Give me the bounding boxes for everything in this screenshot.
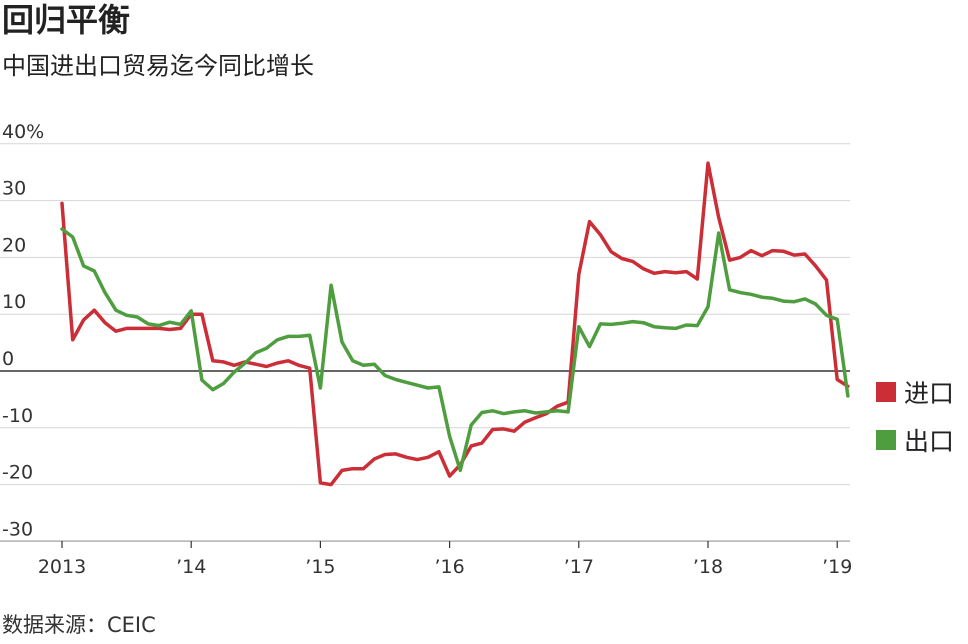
x-axis-ticks: 2013 ’14 ’15 ’16 ’17 ’18 ’19: [38, 541, 852, 578]
x-tick-label: ’14: [176, 556, 206, 578]
y-tick-label: -10: [2, 405, 33, 427]
legend-label: 出口: [904, 427, 954, 456]
x-tick-label: ’17: [564, 556, 594, 578]
chart-title: 回归平衡: [2, 1, 131, 39]
y-tick-label: 0: [2, 348, 14, 370]
source-note: 数据来源：CEIC: [2, 613, 156, 637]
x-tick-label: ’15: [305, 556, 335, 578]
y-tick-label: 30: [2, 178, 26, 200]
series-lines: [60, 161, 850, 487]
y-tick-label: 20: [2, 234, 26, 256]
legend-swatch: [876, 430, 896, 450]
gridlines: [0, 143, 850, 542]
x-tick-label: ’18: [693, 556, 723, 578]
legend-label: 进口: [904, 379, 954, 408]
y-tick-label: -20: [2, 462, 33, 484]
x-tick-label: ’19: [822, 556, 852, 578]
y-tick-label: -30: [2, 518, 33, 540]
legend-swatch: [876, 382, 896, 402]
x-tick-label: 2013: [38, 556, 86, 578]
series-line-exports: [60, 227, 850, 473]
chart-subtitle: 中国进出口贸易迄今同比增长: [2, 52, 314, 80]
y-tick-label: 40%: [2, 121, 44, 143]
y-tick-label: 10: [2, 291, 26, 313]
y-axis-ticks: 40% 30 20 10 0 -10 -20 -30: [2, 121, 44, 541]
x-tick-label: ’16: [434, 556, 464, 578]
